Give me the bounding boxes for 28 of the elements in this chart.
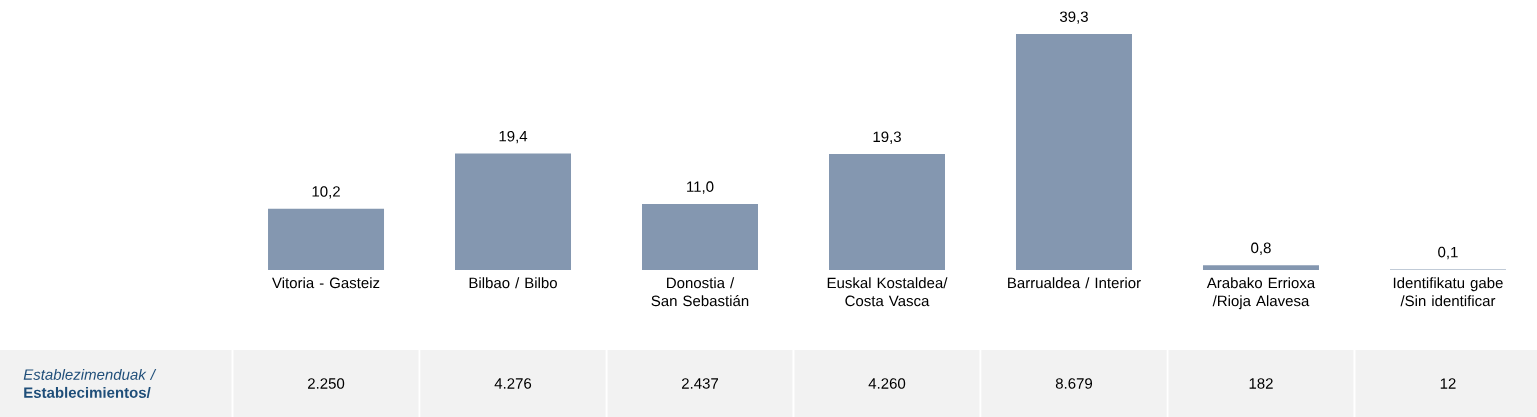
- text: 182: [1249, 378, 1273, 389]
- x-tick-label: Identifikatu gabe /Sin identificar: [1393, 277, 1503, 307]
- data-label: 0,1: [1438, 246, 1458, 260]
- x-tick-label: Vitoria - Gasteiz: [272, 277, 380, 289]
- data-label: 11,0: [687, 181, 714, 194]
- bar: [642, 203, 758, 270]
- x-tick-label: Arabako Errioxa /Rioja Alavesa: [1206, 277, 1316, 310]
- bar: [455, 153, 572, 270]
- text: 4.276: [494, 378, 532, 389]
- data-label: 39,3: [1059, 11, 1088, 24]
- text: 2.437: [681, 378, 719, 389]
- x-tick-label: Bilbao / Bilbo: [469, 277, 557, 289]
- text: 12: [1440, 378, 1456, 389]
- text: 4.260: [868, 378, 906, 389]
- data-label: 10,2: [312, 186, 340, 199]
- x-tick-label: Donostia / San Sebastián: [651, 277, 749, 307]
- data-label: 19,3: [873, 131, 901, 144]
- text: 2.250: [308, 378, 345, 389]
- bar: [829, 154, 945, 270]
- bar: [1202, 265, 1319, 270]
- bar: [268, 208, 385, 270]
- data-label: 0,8: [1251, 242, 1271, 255]
- x-tick-label: Barrualdea / Interior: [1008, 277, 1141, 289]
- bar: [1015, 33, 1132, 270]
- text: 8.679: [1055, 378, 1093, 389]
- x-tick-label: Euskal Kostaldea/ Costa Vasca: [827, 277, 948, 307]
- text: Establezimenduak / Establecimientos/: [23, 368, 157, 399]
- data-label: 19,4: [499, 130, 528, 144]
